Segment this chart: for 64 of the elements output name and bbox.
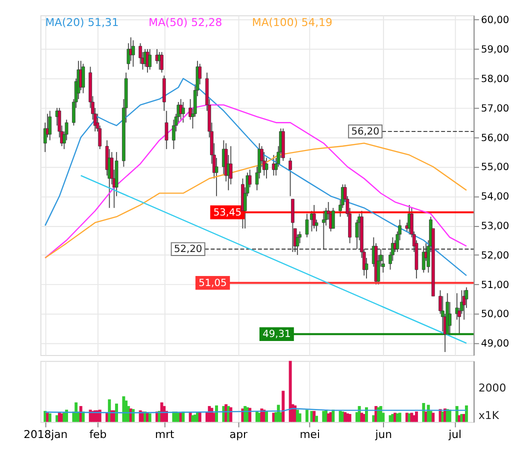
bar xyxy=(312,410,316,422)
bar xyxy=(348,414,352,422)
x-tick-label: mrt xyxy=(155,428,174,442)
candlestick xyxy=(160,52,164,74)
bar xyxy=(229,407,232,422)
bar xyxy=(48,413,52,422)
bar xyxy=(296,410,299,422)
line-series xyxy=(44,104,468,258)
x-tick-label: jun xyxy=(374,428,392,442)
candlestick xyxy=(148,48,152,70)
ref-line-label: 51,05 xyxy=(198,278,227,289)
bar xyxy=(215,405,218,422)
y-tick-label: 53,00 xyxy=(480,221,510,232)
candlestick xyxy=(164,110,168,150)
text: MA(50) 52,28 xyxy=(148,16,222,30)
line-series xyxy=(44,78,468,276)
ref-line-label: 53,45 xyxy=(213,207,242,218)
ref-line-label: 49,31 xyxy=(262,329,291,340)
candlestick xyxy=(82,63,85,94)
y-tick-label: 57,00 xyxy=(480,103,510,114)
y-tick-label: 56,00 xyxy=(480,132,510,144)
bar xyxy=(305,410,308,422)
ref-line-label: 56,20 xyxy=(351,126,380,138)
text: MA(100) 54,19 xyxy=(252,16,332,30)
x-tick-label: feb xyxy=(89,428,107,442)
x-tick-label: apr xyxy=(229,428,248,442)
bar xyxy=(198,412,202,422)
candlestick xyxy=(162,75,166,112)
y-tick-label: 58,00 xyxy=(480,74,510,85)
candlestick xyxy=(448,302,452,335)
bar xyxy=(282,390,285,422)
text: 2000 xyxy=(478,381,506,394)
ref-line-label: 52,20 xyxy=(174,244,202,256)
line-series xyxy=(44,142,468,258)
bar xyxy=(98,410,102,422)
candlestick xyxy=(305,213,309,238)
candlestick xyxy=(182,102,185,124)
x-tick-label: mei xyxy=(300,428,320,442)
bar xyxy=(414,412,418,422)
text: MA(20) 51,31 xyxy=(45,16,119,30)
y-tick-label: 59,00 xyxy=(480,44,510,56)
x-tick-label: jul xyxy=(448,428,462,442)
y-tick-label: 55,00 xyxy=(480,162,510,174)
y-tick-label: 50,00 xyxy=(480,309,510,320)
candlestick xyxy=(288,157,292,197)
bar xyxy=(82,412,85,422)
y-tick-label: 49,00 xyxy=(480,338,510,350)
bar xyxy=(288,360,292,422)
bar xyxy=(298,413,302,422)
x-tick-label: 2018jan xyxy=(24,428,68,442)
bar xyxy=(148,413,152,422)
bar xyxy=(115,404,118,422)
bar xyxy=(464,405,468,422)
y-tick-label: 60,00 xyxy=(480,15,510,26)
y-tick-label: 54,00 xyxy=(480,192,510,203)
candlestick xyxy=(132,40,135,68)
bar xyxy=(432,412,435,422)
bar xyxy=(265,412,268,422)
text: x1K xyxy=(478,408,500,422)
bar xyxy=(398,412,402,422)
y-tick-label: 51,00 xyxy=(480,280,510,291)
candlestick xyxy=(312,204,316,229)
y-tick-label: 52,00 xyxy=(480,250,510,262)
bar xyxy=(315,416,318,422)
